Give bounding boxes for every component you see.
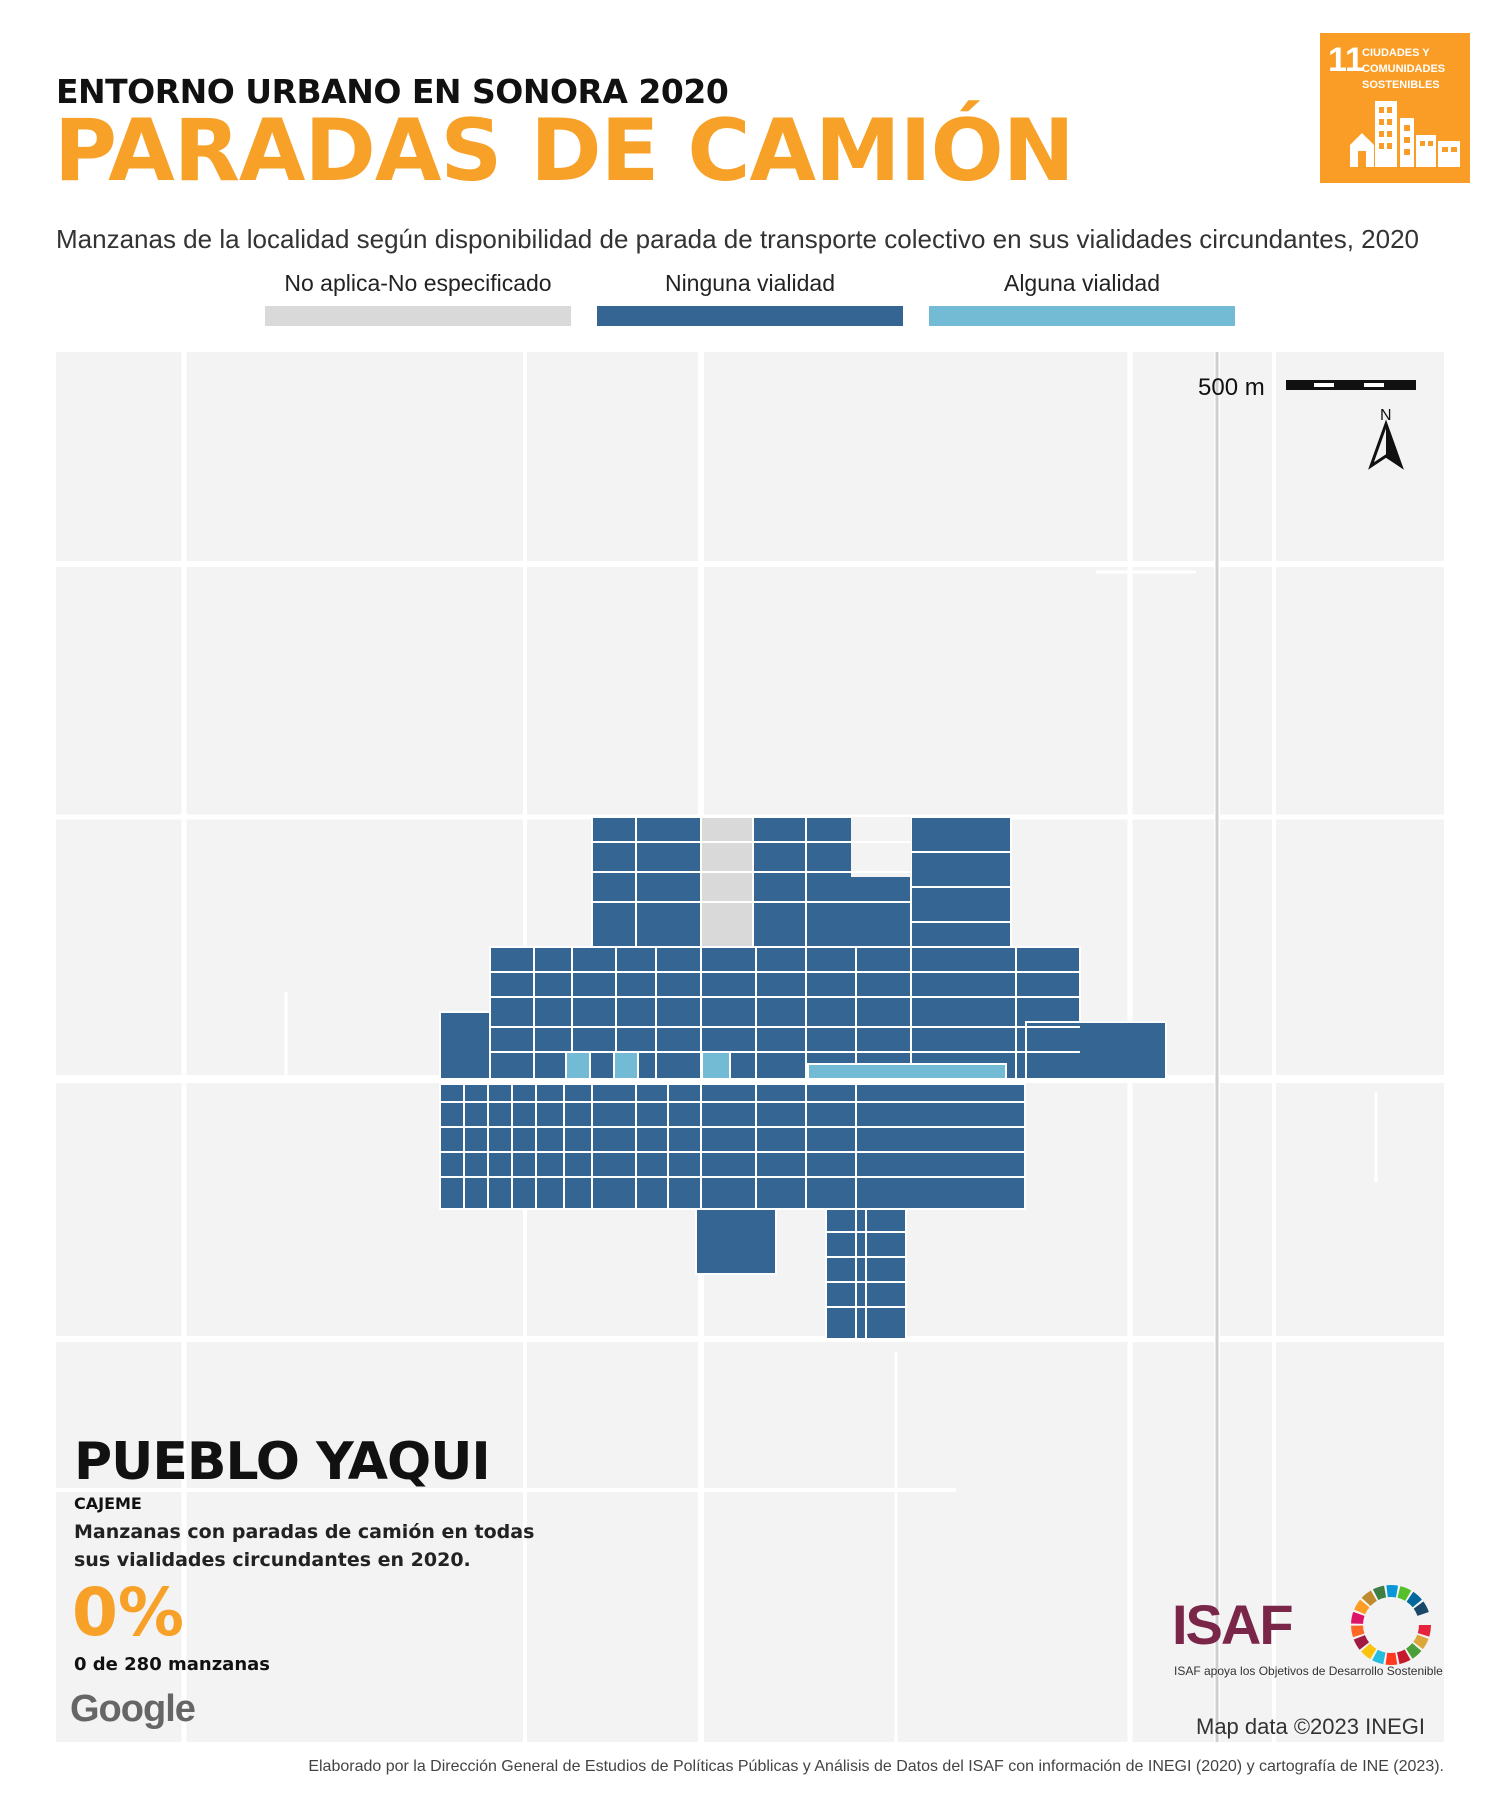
scale-label: 500 m	[1198, 374, 1265, 401]
locality-description: Manzanas con paradas de camión en todas …	[74, 1521, 535, 1571]
legend-item-ninguna: Ninguna vialidad	[597, 268, 903, 326]
sdg-badge: 11 CIUDADES Y COMUNIDADES SOSTENIBLES	[1320, 33, 1470, 183]
sdg-wheel-icon	[1351, 1585, 1431, 1665]
footer-credit: Elaborado por la Dirección General de Es…	[308, 1758, 1444, 1775]
block-no-aplica	[700, 816, 754, 948]
urban-blocks	[439, 816, 1167, 1340]
locality-name: PUEBLO YAQUI	[74, 1432, 491, 1492]
map-canvas: N	[56, 352, 1444, 1742]
percentage-value: 0%	[72, 1574, 185, 1651]
scale-bar	[1286, 380, 1416, 390]
blocks-alguna-vialidad	[565, 1051, 1007, 1080]
legend-label: No aplica-No especificado	[284, 270, 552, 296]
subtitle: Manzanas de la localidad según disponibi…	[56, 224, 1420, 254]
isaf-tagline: ISAF apoya los Objetivos de Desarrollo S…	[1174, 1664, 1443, 1678]
map-attribution: Map data ©2023 INEGI	[1196, 1714, 1426, 1739]
sdg-label: CIUDADES Y COMUNIDADES SOSTENIBLES	[1362, 47, 1446, 91]
legend-label: Alguna vialidad	[1003, 270, 1160, 296]
page-title: PARADAS DE CAMIÓN	[54, 101, 1075, 201]
legend-swatch	[265, 306, 571, 326]
open-area	[851, 817, 911, 877]
legend: No aplica-No especificado Ninguna vialid…	[0, 268, 1500, 328]
legend-swatch	[597, 306, 903, 326]
sdg-number: 11	[1328, 41, 1364, 79]
north-arrow-icon	[1368, 419, 1404, 470]
city-icon	[1350, 101, 1460, 167]
isaf-wordmark: ISAF	[1172, 1593, 1294, 1656]
isaf-logo: ISAF ISAF apoya los	[1166, 1572, 1443, 1682]
block-grid	[440, 817, 1080, 1339]
municipality-name: CAJEME	[74, 1494, 142, 1513]
legend-swatch	[929, 306, 1235, 326]
kicker: ENTORNO URBANO EN SONORA 2020	[56, 72, 729, 111]
legend-item-no-aplica: No aplica-No especificado	[265, 268, 571, 326]
legend-label: Ninguna vialidad	[664, 270, 836, 296]
block-count: 0 de 280 manzanas	[74, 1654, 271, 1675]
google-logo: Google	[70, 1688, 196, 1730]
map[interactable]: N 500 m PUEBLO YAQUI CAJEME Manzanas con…	[56, 352, 1444, 1742]
north-label: N	[1380, 407, 1392, 424]
legend-item-alguna: Alguna vialidad	[929, 268, 1235, 326]
